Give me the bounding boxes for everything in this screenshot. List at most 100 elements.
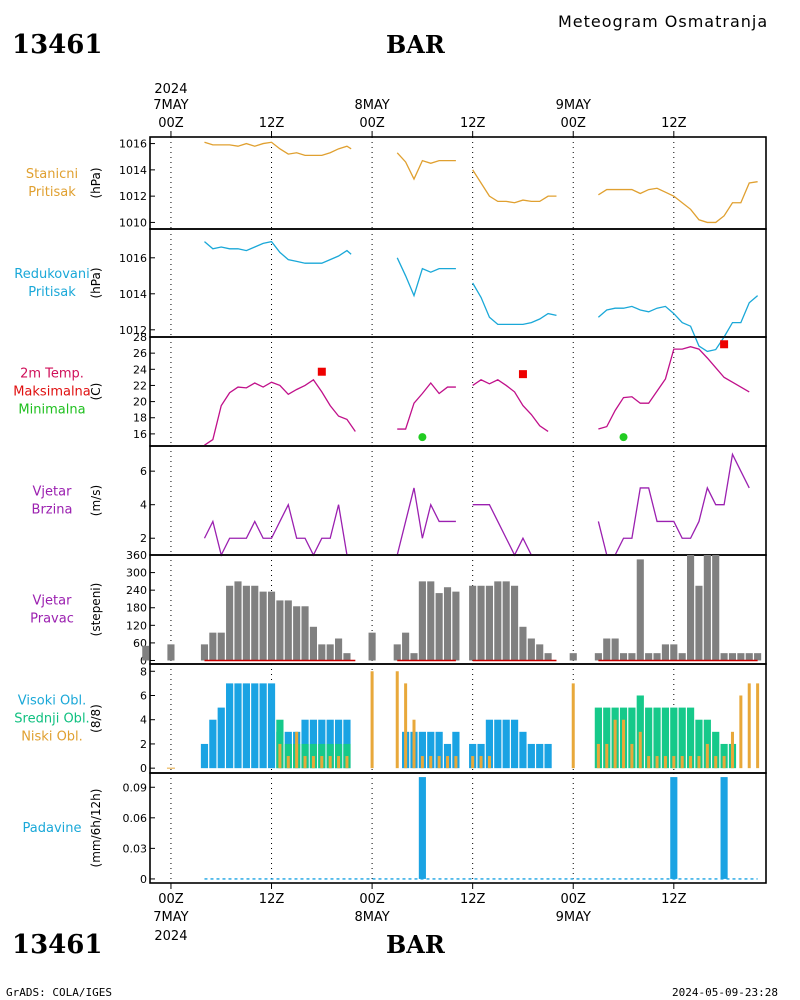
wind-dir-bar: [687, 555, 695, 661]
y-axis-label-dir: (stepeni): [89, 583, 103, 637]
wind-dir-bar: [569, 653, 577, 661]
wind-dir-bar: [217, 632, 225, 661]
wind-dir-bar: [410, 653, 418, 661]
cloud-high-bar: [494, 719, 502, 769]
wind-dir-bar: [728, 653, 737, 661]
cloud-low-bar: [395, 671, 399, 769]
wind-dir-bar: [661, 644, 669, 661]
panel-label-wind: Vjetar: [33, 485, 73, 500]
y-tick-label: 1014: [119, 288, 147, 301]
cloud-mid-bar: [695, 719, 703, 769]
wind-dir-bar: [402, 632, 410, 661]
wind-dir-bar: [477, 585, 485, 661]
cloud-high-bar: [267, 683, 276, 769]
y-tick-label: 6: [140, 689, 147, 702]
cloud-high-bar: [251, 683, 259, 769]
time-axis-hour-top: 00Z: [359, 116, 385, 131]
time-axis-date-bottom: 8MAY: [354, 910, 389, 925]
y-tick-label: 0: [140, 873, 147, 886]
tmax-marker: [317, 367, 326, 376]
wind-dir-bar: [695, 585, 703, 661]
time-axis-hour-bottom: 12Z: [661, 892, 687, 907]
cloud-low-bar: [320, 756, 324, 769]
cloud-low-bar: [337, 756, 341, 769]
y-tick-label: 1016: [119, 138, 147, 151]
wind-dir-bar: [536, 644, 544, 661]
tmax-marker: [720, 340, 729, 349]
panel-label-temp: 2m Temp.: [20, 367, 84, 382]
wind-dir-bar: [594, 653, 602, 661]
y-tick-label: 300: [126, 567, 147, 580]
wind-dir-bar: [645, 653, 653, 661]
chart-title: Meteogram Osmatranja: [558, 12, 769, 31]
y-tick-label: 0.09: [123, 781, 148, 794]
time-axis-date-top: 7MAY: [153, 98, 188, 113]
wind-dir-bar: [678, 653, 686, 661]
cloud-low-bar: [571, 683, 575, 769]
wind-dir-bar: [418, 581, 426, 661]
tmin-marker: [619, 433, 628, 442]
y-tick-label: 180: [126, 602, 147, 615]
panel-frame-precip: [149, 772, 767, 884]
station-name-top: BAR: [386, 30, 445, 59]
wind-dir-bar: [670, 644, 678, 661]
cloud-high-bar: [485, 719, 494, 769]
y-axis-label-pressure: (hPa): [89, 167, 103, 198]
cloud-mid-bar: [628, 707, 636, 769]
y-tick-label: 2: [140, 738, 147, 751]
time-axis-year-bottom: 2024: [154, 929, 187, 944]
y-axis-label-wind: (m/s): [89, 485, 103, 516]
y-axis-label-temp: (C): [89, 383, 103, 401]
time-axis-year-top: 2024: [154, 82, 187, 97]
time-axis-date-bottom: 7MAY: [153, 910, 188, 925]
cloud-high-bar: [519, 731, 527, 769]
time-axis-hour-top: 00Z: [158, 116, 184, 131]
temp-line: [472, 379, 549, 433]
cloud-low-bar: [345, 756, 349, 769]
station-name-bottom: BAR: [386, 930, 445, 959]
tmin-marker: [418, 433, 427, 442]
cloud-low-bar: [647, 756, 651, 769]
cloud-low-bar: [714, 756, 718, 769]
cloud-high-bar: [242, 683, 250, 769]
cloud-mid-bar: [653, 707, 661, 769]
time-axis-hour-bottom: 00Z: [561, 892, 587, 907]
y-tick-label: 120: [126, 619, 147, 632]
time-axis-hour-top: 00Z: [561, 116, 587, 131]
wind-dir-bar: [335, 638, 343, 661]
cloud-high-bar: [427, 731, 435, 769]
wind-dir-bar: [259, 591, 267, 661]
temp-line: [204, 378, 356, 446]
footer-timestamp: 2024-05-09-23:28: [672, 986, 778, 999]
cloud-high-bar: [226, 683, 234, 769]
cloud-low-bar: [596, 743, 600, 769]
y-tick-label: 1014: [119, 164, 147, 177]
wind-dir-bar: [284, 600, 292, 661]
time-axis-date-top: 9MAY: [556, 98, 591, 113]
wind-dir-bar: [393, 644, 401, 661]
reduced-line: [472, 282, 557, 326]
cloud-low-bar: [680, 756, 684, 769]
panel-label-reduced: Pritisak: [28, 285, 76, 300]
cloud-low-bar: [303, 756, 307, 769]
cloud-low-bar: [730, 731, 734, 769]
pressure-line: [598, 181, 758, 224]
wind-dir-bar: [628, 653, 636, 661]
panel-label-wind: Brzina: [32, 503, 73, 518]
wind-dir-bar: [209, 632, 217, 661]
panel-label-pressure: Pritisak: [28, 185, 76, 200]
wind-dir-bar: [242, 585, 250, 661]
pressure-line: [472, 169, 557, 204]
panel-frame-temp: [149, 336, 767, 447]
wind-dir-bar: [619, 653, 628, 661]
y-tick-label: 0: [140, 762, 147, 775]
panel-frame-reduced: [149, 228, 767, 338]
cloud-low-bar: [412, 719, 416, 769]
wind-dir-bar: [301, 606, 309, 661]
time-axis-date-top: 8MAY: [354, 98, 389, 113]
wind-dir-bar: [712, 555, 720, 661]
cloud-low-bar: [672, 756, 676, 769]
cloud-low-bar: [739, 695, 743, 769]
wind-dir-bar: [653, 653, 661, 661]
cloud-low-bar: [311, 756, 315, 769]
